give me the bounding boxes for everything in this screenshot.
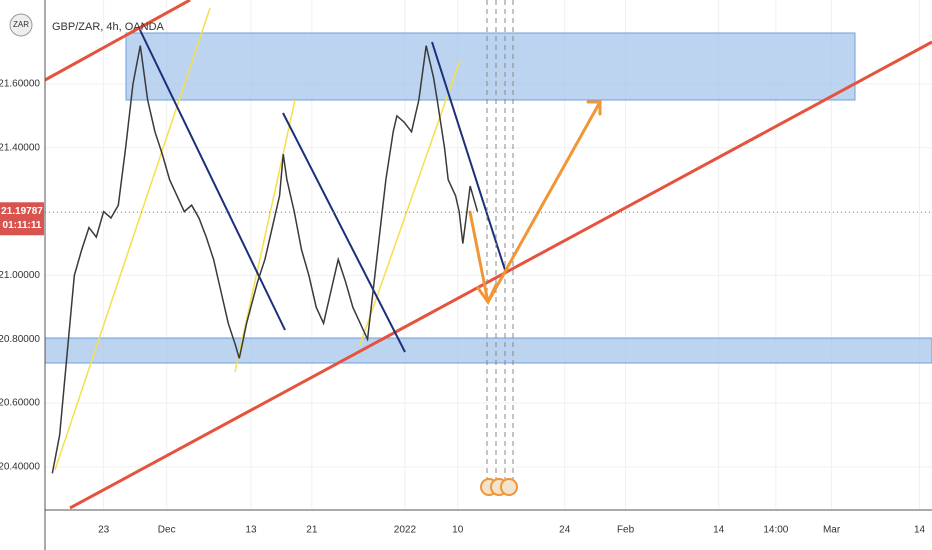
x-tick-label: Feb (617, 525, 635, 536)
current-price-label: 21.19787 (1, 206, 43, 217)
x-tick-label: 24 (559, 525, 571, 536)
countdown-label: 01:11:11 (3, 220, 42, 231)
x-tick-label: 10 (452, 525, 464, 536)
resistance-zone (125, 32, 856, 101)
trend-line (44, 0, 191, 82)
symbol-badge-bg (9, 13, 33, 37)
y-tick-label: 20.60000 (0, 398, 40, 409)
y-tick-label: 21.40000 (0, 142, 40, 153)
current-price-tag (0, 202, 44, 236)
x-tick-label: 14 (713, 525, 725, 536)
channel-line (54, 7, 211, 471)
trend-line (69, 40, 932, 510)
y-tick-label: 21.00000 (0, 270, 40, 281)
down-line (282, 112, 406, 353)
price-line (51, 45, 479, 474)
x-tick-label: 14:00 (763, 525, 788, 536)
x-tick-label: Mar (823, 525, 841, 536)
y-tick-label: 21.60000 (0, 79, 40, 90)
x-tick-label: 21 (306, 525, 318, 536)
projection-arrows (468, 100, 602, 305)
x-tick-label: Dec (158, 525, 176, 536)
x-tick-label: 14 (914, 525, 926, 536)
event-lines (486, 0, 514, 480)
down-line (139, 29, 286, 331)
chart-title: GBP/ZAR, 4h, OANDA (52, 21, 165, 33)
y-tick-label: 20.80000 (0, 334, 40, 345)
y-tick-label: 20.40000 (0, 462, 40, 473)
x-tick-label: 23 (98, 525, 110, 536)
support-zone (44, 337, 932, 364)
channel-line (234, 99, 296, 373)
event-flags (480, 478, 518, 496)
symbol-badge: ZAR (13, 20, 29, 29)
plot-area (44, 0, 932, 510)
down-line (431, 41, 506, 271)
x-tick-label: 2022 (394, 525, 417, 536)
x-tick-label: 13 (245, 525, 257, 536)
